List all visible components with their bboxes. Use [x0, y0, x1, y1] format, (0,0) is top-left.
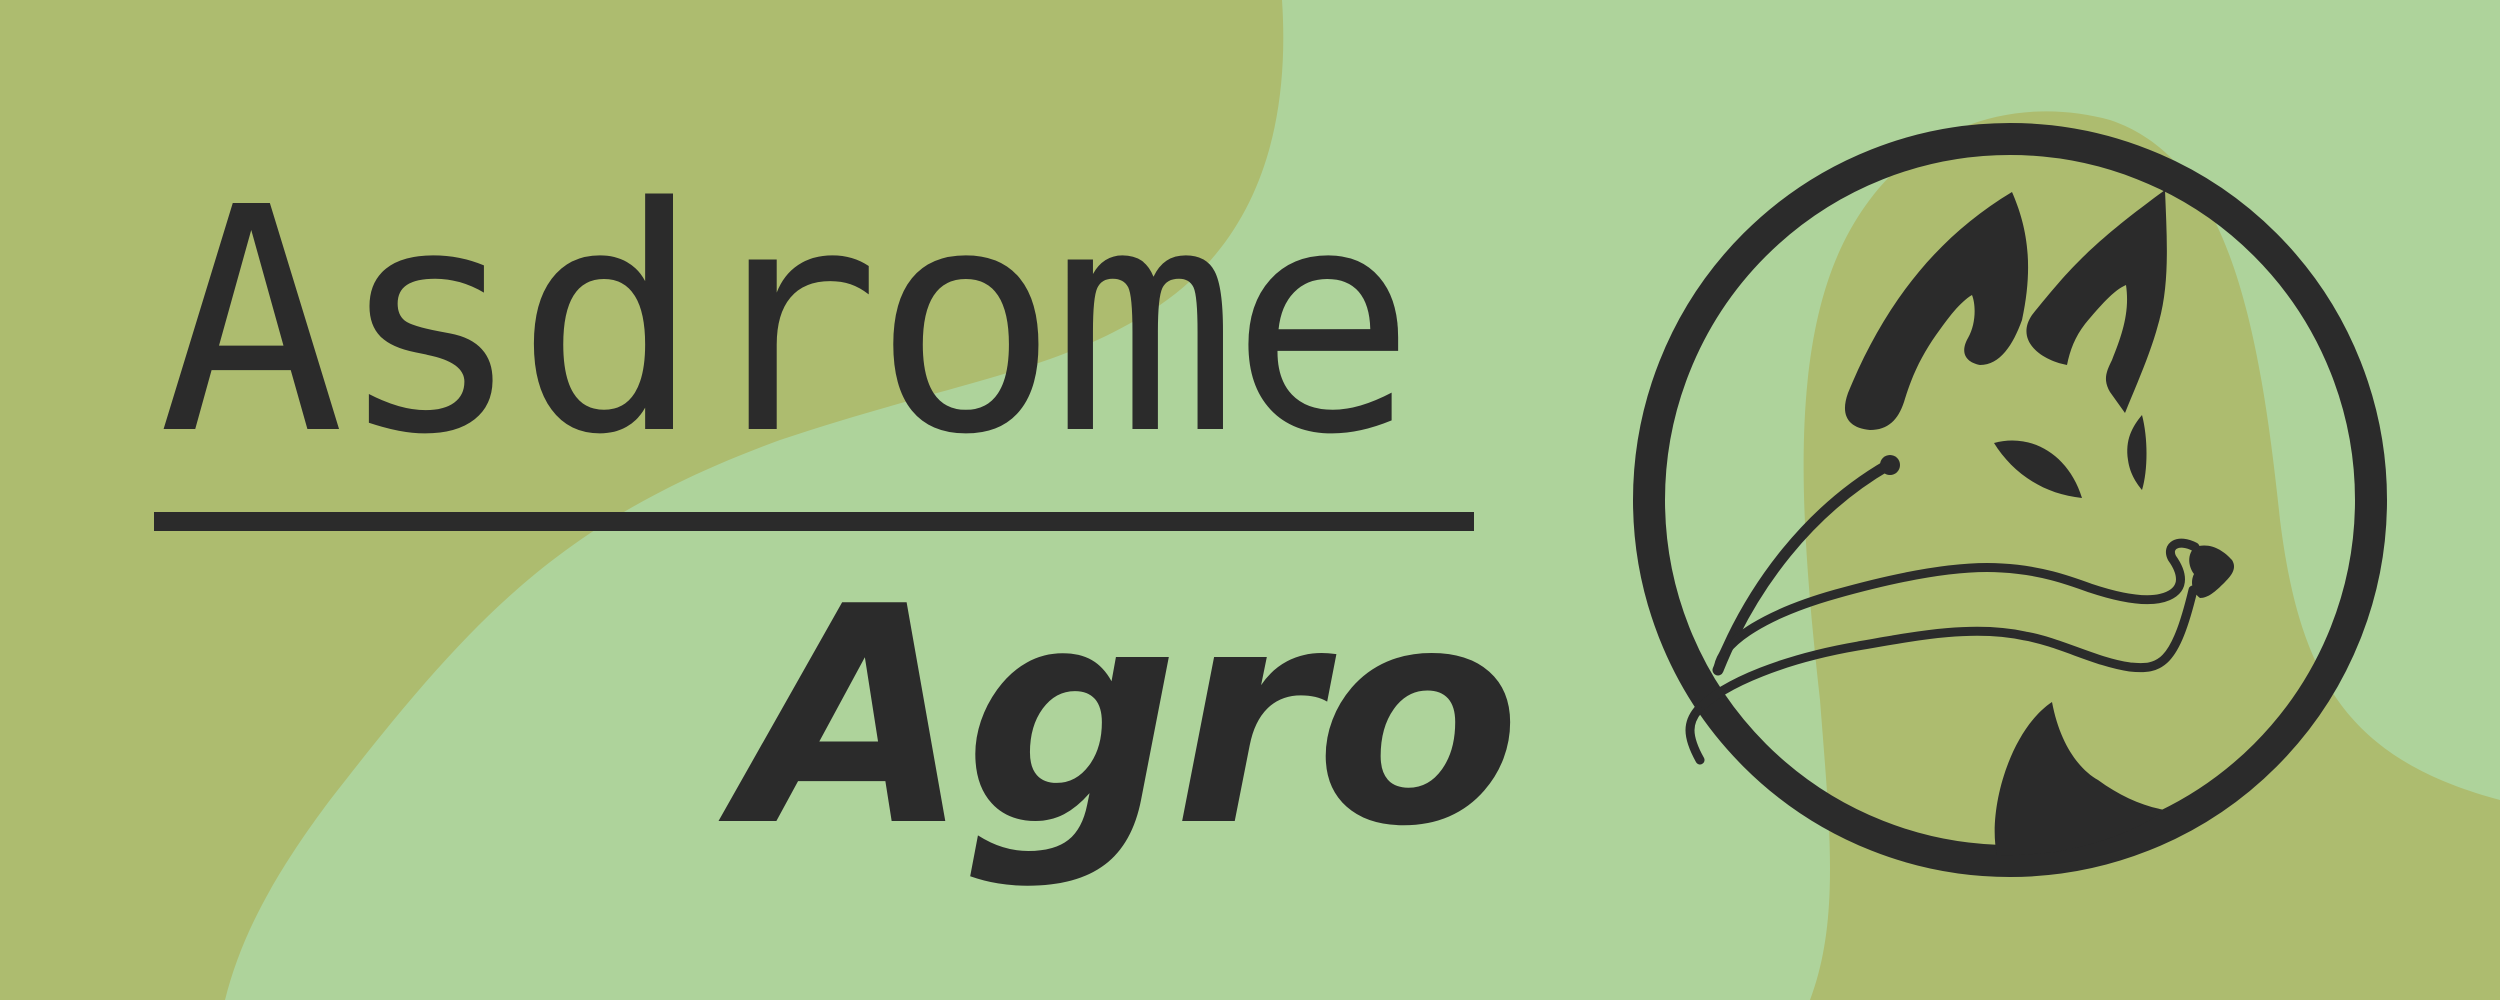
fox-right-eye [2127, 415, 2147, 490]
fox-neck [1994, 702, 2165, 856]
fox-right-ear [2026, 190, 2167, 413]
fox-outline [1685, 459, 2200, 765]
fox-chin-line [1685, 705, 1705, 765]
emblem-ring [1633, 123, 2387, 877]
fox-whisker-dot [1880, 455, 1900, 475]
fox-head-icon [1633, 123, 2387, 877]
fox-nose [2189, 545, 2235, 598]
left-olive-blob [0, 0, 1284, 1000]
fox-jaw-line [1713, 538, 2200, 675]
fox-left-ear [1844, 192, 2029, 430]
fox-left-eye [1994, 440, 2082, 498]
title-divider [154, 512, 1474, 531]
brand-title: Asdrome [158, 142, 1416, 503]
fox-muzzle-line [1693, 585, 2198, 715]
brand-subtitle: Agro [738, 543, 1521, 892]
